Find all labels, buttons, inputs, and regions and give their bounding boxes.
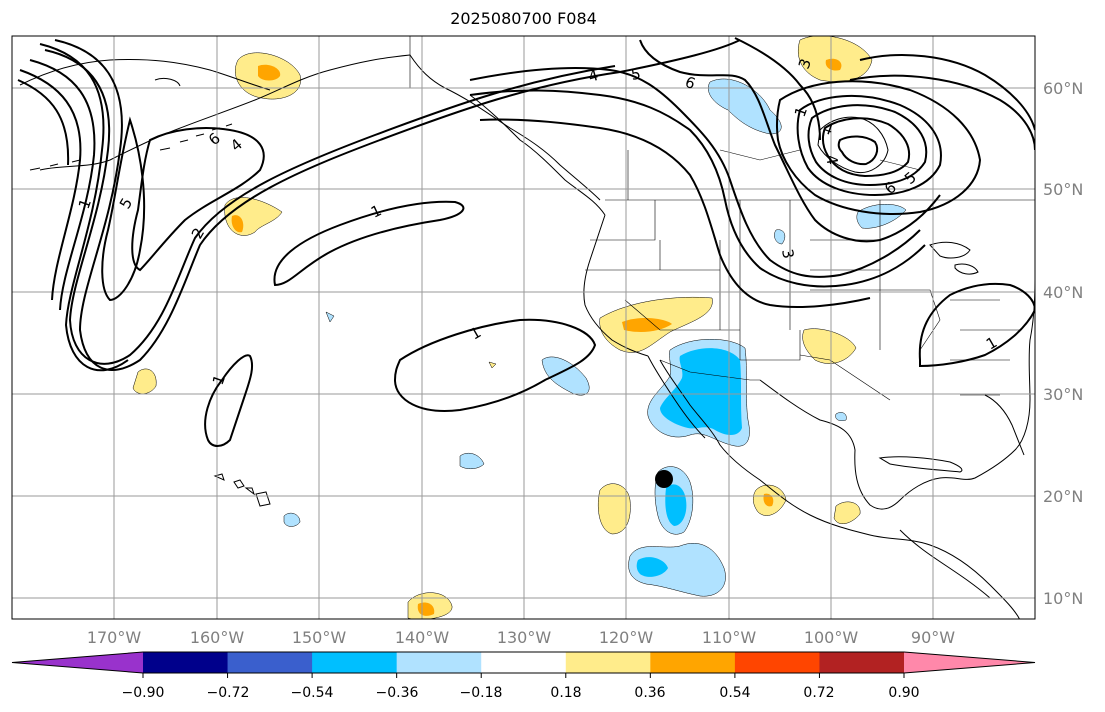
figure-title: 2025080700 F084 (450, 9, 597, 28)
positive-anomaly (622, 317, 672, 332)
lat-label-30n: 30°N (1043, 385, 1083, 404)
positive-anomaly (825, 58, 842, 71)
positive-anomaly (797, 36, 873, 83)
contour-lines (17, 37, 1035, 447)
negative-anomaly (636, 557, 668, 577)
storm-center-marker (655, 470, 673, 488)
lon-label-140w: 140°W (395, 628, 450, 647)
colorbar-tick-label: 0.54 (719, 685, 750, 701)
colorbar-tick-label: −0.54 (291, 685, 334, 701)
contour-label: 4 (586, 66, 600, 86)
positive-anomaly (132, 368, 157, 394)
lon-label-100w: 100°W (804, 628, 859, 647)
positive-anomaly (488, 361, 497, 369)
lat-label-50n: 50°N (1043, 180, 1083, 199)
political-borders (409, 36, 1035, 401)
colorbar-tick-label: −0.36 (376, 685, 419, 701)
longitude-labels: 170°W 160°W 150°W 140°W 130°W 120°W 110°… (87, 628, 955, 647)
anomaly-shading (132, 36, 907, 619)
negative-anomaly (283, 512, 301, 527)
contour-label: 4 (822, 154, 841, 167)
positive-anomaly (763, 493, 774, 507)
positive-anomaly (231, 215, 244, 233)
map-frame (11, 35, 1036, 620)
colorbar-tick-label: 0.18 (550, 685, 581, 701)
lon-label-120w: 120°W (599, 628, 654, 647)
positive-anomaly (258, 64, 281, 81)
colorbar-segment (396, 652, 482, 673)
latitude-labels: 60°N 50°N 40°N 30°N 20°N 10°N (1043, 79, 1083, 608)
colorbar-tick-label: −0.18 (460, 685, 503, 701)
contour-label: 3 (778, 248, 797, 261)
contour-label: 5 (630, 65, 643, 84)
lat-label-40n: 40°N (1043, 283, 1083, 302)
colorbar-segment (143, 652, 229, 673)
negative-anomaly (856, 204, 907, 229)
colorbar-extend-min (12, 652, 143, 673)
colorbar: −0.90 −0.72 −0.54 −0.36 −0.18 0.18 0.36 … (11, 651, 1036, 701)
colorbar-segment (650, 652, 736, 673)
negative-anomaly (774, 229, 786, 245)
lat-label-20n: 20°N (1043, 487, 1083, 506)
colorbar-tick-label: −0.72 (207, 685, 250, 701)
colorbar-tick-labels: −0.90 −0.72 −0.54 −0.36 −0.18 0.18 0.36 … (122, 685, 920, 701)
positive-anomaly (802, 328, 857, 364)
colorbar-segment (481, 652, 567, 673)
coastlines (19, 54, 1035, 619)
lon-label-160w: 160°W (190, 628, 245, 647)
lon-label-170w: 170°W (87, 628, 142, 647)
colorbar-tick-label: −0.90 (122, 685, 165, 701)
colorbar-segment (734, 652, 820, 673)
negative-anomaly (835, 412, 847, 421)
colorbar-extend-max (904, 652, 1035, 673)
lat-label-60n: 60°N (1043, 79, 1083, 98)
colorbar-tick-label: 0.90 (888, 685, 919, 701)
colorbar-tick-label: 0.72 (803, 685, 834, 701)
positive-anomaly (833, 501, 861, 525)
colorbar-segment (312, 652, 398, 673)
colorbar-segment (565, 652, 651, 673)
colorbar-tick-label: 0.36 (634, 685, 665, 701)
lon-label-150w: 150°W (292, 628, 347, 647)
negative-anomaly (541, 356, 590, 396)
colorbar-ticks (142, 673, 905, 678)
lon-label-90w: 90°W (911, 628, 955, 647)
negative-anomaly (660, 348, 742, 435)
negative-anomaly (459, 453, 485, 469)
colorbar-segments (11, 651, 1036, 674)
colorbar-segment (819, 652, 905, 673)
lon-label-110w: 110°W (702, 628, 757, 647)
colorbar-segment (227, 652, 313, 673)
lon-label-130w: 130°W (497, 628, 552, 647)
lat-label-10n: 10°N (1043, 589, 1083, 608)
negative-anomaly (665, 484, 687, 526)
negative-anomaly (628, 543, 726, 597)
negative-anomaly (325, 311, 335, 323)
